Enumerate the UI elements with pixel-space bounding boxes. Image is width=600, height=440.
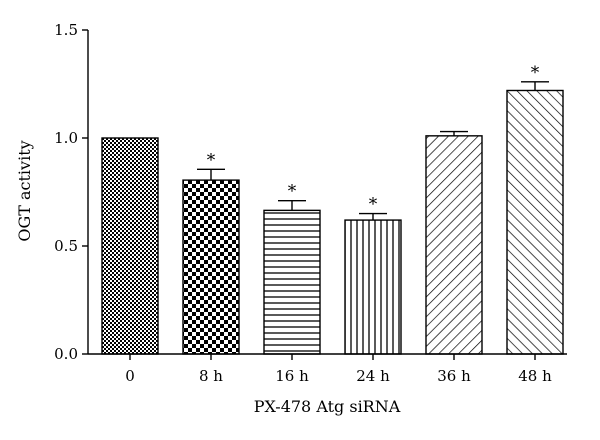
bar-4 <box>425 135 483 355</box>
x-tick-label-2: 16 h <box>275 367 309 385</box>
significance-mark-1: * <box>207 150 216 170</box>
x-axis-title: PX-478 Atg siRNA <box>254 397 401 416</box>
y-tick-label-1: 0.5 <box>54 237 78 255</box>
x-tick-label-1: 8 h <box>199 367 223 385</box>
y-tick-label-3: 1.5 <box>54 21 78 39</box>
x-tick-label-5: 48 h <box>518 367 552 385</box>
bar-5 <box>506 89 564 355</box>
x-tick-label-4: 36 h <box>437 367 471 385</box>
bar-2 <box>263 209 321 355</box>
significance-mark-5: * <box>531 63 540 83</box>
bar-1 <box>182 179 240 355</box>
plot-area: * * * * 0.0 0.5 1.0 1.5 0 8 h 16 h 24 h 36 h 48 h <box>54 21 567 385</box>
bar-3 <box>344 219 402 355</box>
y-tick-label-2: 1.0 <box>54 129 78 147</box>
significance-mark-2: * <box>288 182 297 202</box>
significance-mark-3: * <box>369 195 378 215</box>
y-axis-title: OGT activity <box>15 140 34 241</box>
x-tick-label-3: 24 h <box>356 367 390 385</box>
bar-0 <box>101 137 159 355</box>
y-tick-label-0: 0.0 <box>54 345 78 363</box>
x-tick-label-0: 0 <box>125 367 135 385</box>
